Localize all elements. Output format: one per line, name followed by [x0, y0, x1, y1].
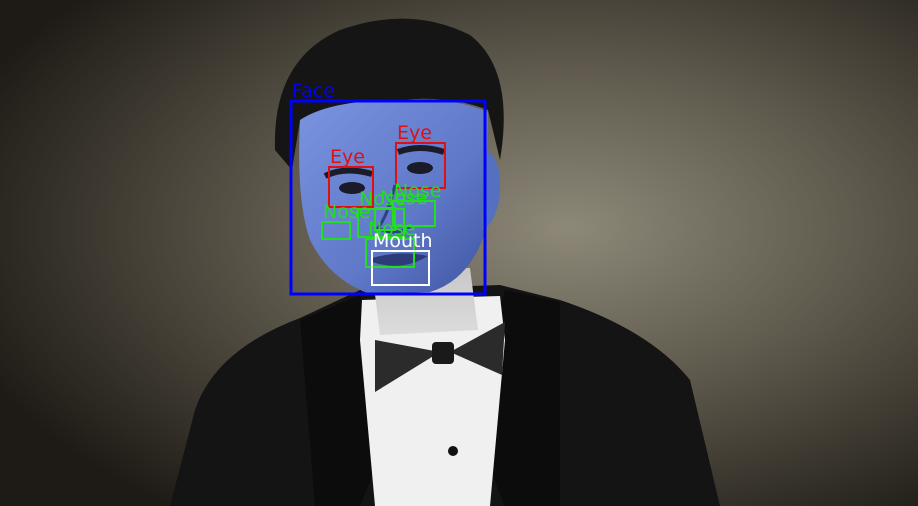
nose-detection-box — [365, 238, 415, 268]
nose-detection-box — [392, 200, 436, 227]
nose-detection-label: Nose — [359, 188, 406, 210]
nose-detection-box — [374, 207, 396, 231]
face-detection-label: Face — [292, 80, 335, 102]
left-eye — [339, 182, 365, 194]
mouth-detection-label: Mouth — [373, 230, 433, 252]
mouth-detection-box — [371, 250, 430, 286]
nose-shadow — [375, 184, 411, 234]
bow-tie — [375, 322, 505, 392]
eye-detection-label: Eye — [330, 146, 365, 168]
eye-detection-box — [395, 142, 446, 189]
right-brow — [396, 145, 445, 155]
shirt-button — [448, 446, 458, 456]
nose-detection-label: Nose — [394, 180, 441, 202]
hair — [274, 18, 504, 170]
eye-detection-label: Eye — [397, 122, 432, 144]
nose-detection-label: Nose — [368, 218, 415, 240]
ear — [482, 150, 501, 230]
nose-detection-box — [321, 221, 351, 240]
right-eye — [407, 162, 433, 174]
eye-detection-box — [328, 166, 374, 208]
nose-detection-label: Nose — [380, 187, 427, 209]
face-detection-box — [289, 99, 487, 296]
